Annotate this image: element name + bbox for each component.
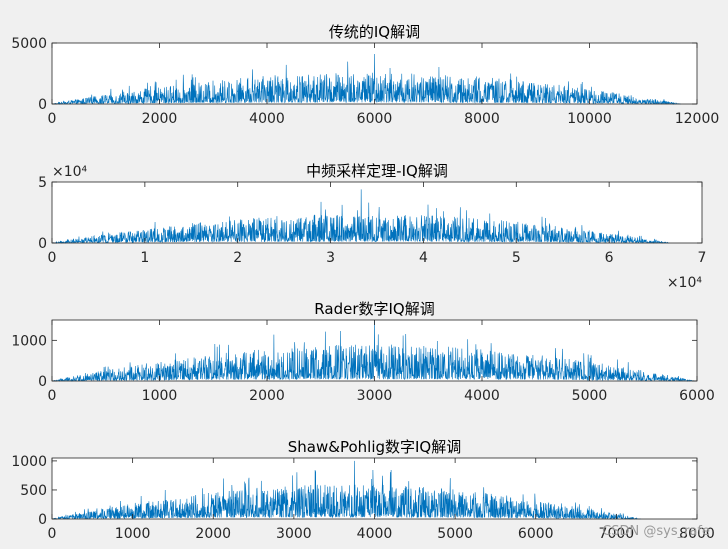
subplot-title: Rader数字IQ解调 xyxy=(314,300,434,318)
x-tick-label: 1000 xyxy=(142,388,178,404)
x-exponent-label: ×10⁴ xyxy=(667,275,703,291)
x-tick-label: 4000 xyxy=(249,111,285,127)
y-exponent-label: ×10⁴ xyxy=(52,164,88,180)
y-tick-label: 0 xyxy=(38,97,47,113)
x-tick-label: 3000 xyxy=(357,388,393,404)
y-tick-label: 5000 xyxy=(11,36,47,52)
y-tick-label: 1000 xyxy=(11,333,47,349)
x-tick-label: 8000 xyxy=(464,111,500,127)
x-tick-label: 5000 xyxy=(437,526,473,542)
axes-background xyxy=(52,182,702,243)
x-tick-label: 1 xyxy=(140,250,149,266)
x-tick-label: 0 xyxy=(48,388,57,404)
y-tick-label: 0 xyxy=(38,512,47,528)
series-line xyxy=(51,319,695,382)
x-tick-label: 4000 xyxy=(357,526,393,542)
x-tick-label: 7000 xyxy=(599,526,635,542)
watermark-text: CSDN @sys_rafe xyxy=(602,524,710,539)
x-tick-label: 4000 xyxy=(464,388,500,404)
x-tick-label: 2000 xyxy=(142,111,178,127)
x-tick-label: 2000 xyxy=(195,526,231,542)
axes-box xyxy=(51,181,703,244)
subplot-title: 传统的IQ解调 xyxy=(329,23,420,41)
series-line xyxy=(51,460,641,520)
x-tick-label: 2 xyxy=(233,250,242,266)
x-tick-label: 1000 xyxy=(115,526,151,542)
x-tick-label: 6000 xyxy=(357,111,393,127)
subplot-title: Shaw&Pohlig数字IQ解调 xyxy=(288,438,461,456)
x-tick-label: 10000 xyxy=(567,111,612,127)
subplot-3: 0 1000 2000 3000 4000 5000 6000 0 1000 Rader数字IQ解… xyxy=(11,300,714,404)
x-tick-label: 3 xyxy=(326,250,335,266)
series-line xyxy=(51,189,670,244)
x-tick-label: 6000 xyxy=(518,526,554,542)
x-tick-label: 6 xyxy=(605,250,614,266)
x-tick-label: 8000 xyxy=(679,526,715,542)
x-tick-label: 12000 xyxy=(675,111,720,127)
x-tick-label: 5 xyxy=(512,250,521,266)
y-tick-label: 1000 xyxy=(11,454,47,470)
subplot-title: 中频采样定理-IQ解调 xyxy=(306,162,448,180)
x-tick-label: 6000 xyxy=(679,388,715,404)
x-tick-label: 3000 xyxy=(276,526,312,542)
x-tick-label: 2000 xyxy=(249,388,285,404)
y-tick-label: 500 xyxy=(20,483,47,499)
x-tick-label: 0 xyxy=(48,526,57,542)
x-tick-label: 5000 xyxy=(572,388,608,404)
x-tick-label: 4 xyxy=(419,250,428,266)
y-tick-label: 5 xyxy=(38,175,47,191)
x-tick-label: 7 xyxy=(698,250,707,266)
subplot-2: 0 1 2 3 4 5 6 7 0 5 中频采样定理-IQ解调 ×10⁴ ×10⁴ xyxy=(38,162,706,291)
series-line xyxy=(51,53,681,105)
x-tick-label: 0 xyxy=(48,250,57,266)
y-tick-label: 0 xyxy=(38,374,47,390)
subplot-1: 0 2000 4000 6000 8000 10000 12000 0 5000 传统的IQ解调 xyxy=(11,23,719,127)
y-tick-label: 0 xyxy=(38,236,47,252)
x-tick-label: 0 xyxy=(48,111,57,127)
subplot-4: 0 1000 2000 3000 4000 5000 6000 7000 8000 0 500 100… xyxy=(11,438,714,542)
